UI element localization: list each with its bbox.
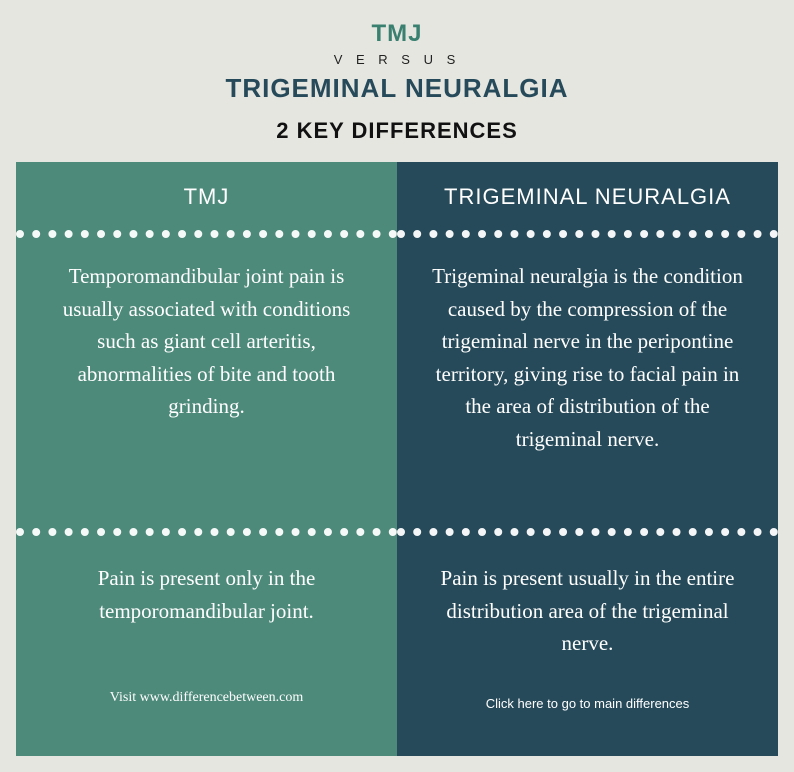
divider (16, 230, 397, 238)
left-heading: TMJ (16, 162, 397, 230)
comparison-columns: TMJ Temporomandibular joint pain is usua… (16, 162, 778, 756)
right-section-1: Trigeminal neuralgia is the condition ca… (397, 238, 778, 528)
left-text-1: Temporomandibular joint pain is usually … (44, 260, 369, 423)
right-footer[interactable]: Click here to go to main differences (397, 682, 778, 729)
title-tmj: TMJ (20, 20, 774, 48)
header: TMJ V E R S U S TRIGEMINAL NEURALGIA 2 K… (0, 0, 794, 156)
right-heading: TRIGEMINAL NEURALGIA (397, 162, 778, 230)
right-section-2: Pain is present usually in the entire di… (397, 536, 778, 682)
left-section-2: Pain is present only in the temporomandi… (16, 536, 397, 676)
column-right: TRIGEMINAL NEURALGIA Trigeminal neuralgi… (397, 162, 778, 756)
versus-label: V E R S U S (20, 52, 774, 67)
left-section-1: Temporomandibular joint pain is usually … (16, 238, 397, 528)
left-text-2: Pain is present only in the temporomandi… (44, 562, 369, 627)
divider (16, 528, 397, 536)
left-footer[interactable]: Visit www.differencebetween.com (16, 676, 397, 724)
divider (397, 230, 778, 238)
right-text-2: Pain is present usually in the entire di… (425, 562, 750, 660)
right-text-1: Trigeminal neuralgia is the condition ca… (425, 260, 750, 455)
divider (397, 528, 778, 536)
subtitle: 2 KEY DIFFERENCES (20, 118, 774, 144)
title-trigeminal: TRIGEMINAL NEURALGIA (20, 73, 774, 104)
column-left: TMJ Temporomandibular joint pain is usua… (16, 162, 397, 756)
